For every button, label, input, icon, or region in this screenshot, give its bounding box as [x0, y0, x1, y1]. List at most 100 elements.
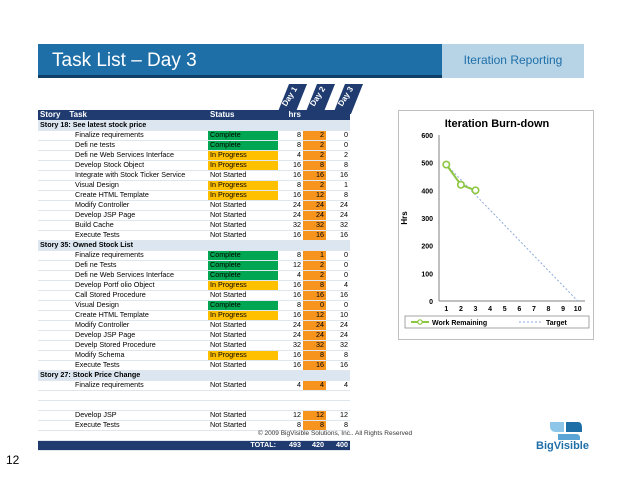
task-day-1 — [303, 430, 326, 441]
work-remaining-point — [456, 180, 465, 189]
task-name: Defi ne Tests — [38, 260, 208, 271]
task-day-1: 8 — [303, 280, 326, 291]
y-tick-label: 100 — [421, 271, 433, 278]
task-day-2: 16 — [326, 290, 350, 301]
table-row: Call Stored Procedure Not Started 16 16 16 — [38, 290, 350, 301]
task-hours: 8 — [278, 140, 303, 151]
section-tag: Iteration Reporting — [442, 44, 584, 78]
table-row: Execute Tests Not Started 16 16 16 — [38, 360, 350, 371]
task-day-1: 12 — [303, 410, 326, 421]
task-day-2 — [326, 390, 350, 401]
table-row — [38, 430, 350, 441]
table-row: Develop JSP Not Started 12 12 12 — [38, 410, 350, 421]
task-name: Defi ne Web Services Interface — [38, 270, 208, 281]
task-day-2: 24 — [326, 200, 350, 211]
task-status: Not Started — [208, 420, 278, 431]
work-remaining-point — [471, 186, 480, 195]
task-status: Not Started — [208, 360, 278, 371]
task-name — [38, 390, 208, 401]
task-hours: 16 — [278, 360, 303, 371]
task-status: Not Started — [208, 200, 278, 211]
slide-title: Task List – Day 3 — [52, 50, 197, 71]
task-status: Not Started — [208, 340, 278, 351]
task-status — [208, 390, 278, 401]
task-hours: 16 — [278, 350, 303, 361]
task-name: Develop JSP Page — [38, 210, 208, 221]
section-tag-label: Iteration Reporting — [463, 53, 563, 67]
task-status: In Progress — [208, 160, 278, 171]
table-row: Integrate with Stock Ticker Service Not S… — [38, 170, 350, 181]
x-tick-label: 9 — [561, 306, 565, 313]
table-row: Defi ne Web Services Interface In Progres… — [38, 150, 350, 161]
task-day-1: 16 — [303, 360, 326, 371]
task-day-1: 8 — [303, 420, 326, 431]
task-hours: 8 — [278, 250, 303, 261]
header-story-task: Story Task — [38, 110, 208, 121]
x-tick-label: 6 — [517, 306, 521, 313]
task-status: In Progress — [208, 310, 278, 321]
task-day-2: 8 — [326, 190, 350, 201]
task-status: Not Started — [208, 220, 278, 231]
table-row: Modify Controller Not Started 24 24 24 — [38, 200, 350, 211]
table-row: Develop Portf olio Object In Progress 16 8 4 — [38, 280, 350, 291]
task-name: Finalize requirements — [38, 250, 208, 261]
series-target-line — [445, 164, 579, 302]
x-tick-label: 3 — [474, 306, 478, 313]
task-name — [38, 400, 208, 411]
day-header-1-label: Day 1 — [280, 85, 300, 108]
task-day-2: 4 — [326, 380, 350, 391]
burndown-chart: Iteration Burn-down Hrs 0 100 200 300 400 500 60… — [398, 110, 594, 340]
task-day-2: 10 — [326, 310, 350, 321]
table-row: Develop JSP Page Not Started 24 24 24 — [38, 330, 350, 341]
task-status — [208, 430, 278, 441]
task-status: Complete — [208, 300, 278, 311]
task-day-2: 8 — [326, 420, 350, 431]
task-day-2: 32 — [326, 220, 350, 231]
task-name: Execute Tests — [38, 420, 208, 431]
task-hours: 24 — [278, 320, 303, 331]
task-name: Visual Design — [38, 300, 208, 311]
task-hours: 16 — [278, 160, 303, 171]
task-status: In Progress — [208, 150, 278, 161]
task-status: In Progress — [208, 280, 278, 291]
task-day-1: 8 — [303, 160, 326, 171]
task-status: In Progress — [208, 190, 278, 201]
task-hours: 24 — [278, 210, 303, 221]
total-label: TOTAL: — [208, 440, 278, 451]
x-tick-label: 8 — [547, 306, 551, 313]
task-day-1: 24 — [303, 210, 326, 221]
x-tick-label: 4 — [488, 306, 492, 313]
table-row: Visual Design In Progress 8 2 1 — [38, 180, 350, 191]
table-row: Defi ne tests Complete 8 2 0 — [38, 140, 350, 151]
task-day-1: 12 — [303, 190, 326, 201]
task-day-2: 0 — [326, 140, 350, 151]
task-day-2: 12 — [326, 410, 350, 421]
task-day-1: 24 — [303, 330, 326, 341]
task-hours: 24 — [278, 200, 303, 211]
table-row: Execute Tests Not Started 16 16 16 — [38, 230, 350, 241]
task-status: Complete — [208, 140, 278, 151]
header-day-1 — [303, 110, 326, 121]
burndown-chart-svg: Iteration Burn-down Hrs 0 100 200 300 400 500 60… — [400, 118, 590, 329]
task-status: Complete — [208, 130, 278, 141]
x-tick-label: 1 — [444, 306, 448, 313]
table-row: Develop Stock Object In Progress 16 8 8 — [38, 160, 350, 171]
task-day-1: 2 — [303, 180, 326, 191]
task-day-2: 0 — [326, 300, 350, 311]
copyright: © 2009 BigVisible Solutions, Inc.. All R… — [257, 430, 413, 437]
day-header-2-label: Day 2 — [308, 85, 328, 108]
y-tick-label: 400 — [421, 188, 433, 195]
task-day-1: 2 — [303, 260, 326, 271]
task-day-1: 2 — [303, 140, 326, 151]
task-name: Modify Schema — [38, 350, 208, 361]
y-tick-label: 600 — [421, 133, 433, 140]
chart-legend — [404, 315, 590, 329]
task-day-1: 16 — [303, 290, 326, 301]
task-day-1: 2 — [303, 150, 326, 161]
task-status: Not Started — [208, 210, 278, 221]
task-status: Complete — [208, 270, 278, 281]
story-row: Story 35: Owned Stock List — [38, 240, 350, 251]
task-hours: 16 — [278, 230, 303, 241]
y-tick-label: 200 — [421, 244, 433, 251]
task-hours: 16 — [278, 280, 303, 291]
